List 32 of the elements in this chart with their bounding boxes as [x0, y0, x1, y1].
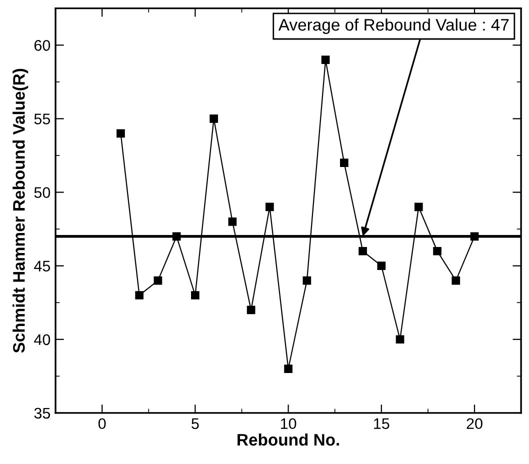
- point: [191, 291, 200, 300]
- point: [210, 114, 218, 123]
- point: [266, 202, 274, 212]
- y-tick-label: 50: [34, 187, 50, 198]
- point: [302, 276, 312, 285]
- y-axis-title: Schmidt Hammer Rebound Value(R): [12, 68, 28, 353]
- point: [358, 246, 367, 256]
- point: [340, 158, 348, 168]
- y-tick-label: 45: [34, 260, 50, 272]
- point: [228, 218, 237, 226]
- point: [154, 276, 162, 285]
- y-tick-label: 55: [34, 114, 50, 124]
- point: [414, 202, 423, 212]
- x-tick-label: 5: [192, 418, 199, 430]
- point: [396, 335, 404, 344]
- point: [246, 306, 256, 314]
- x-tick-label: 10: [280, 418, 296, 430]
- x-axis-title: Rebound No.: [238, 433, 340, 446]
- point: [377, 262, 386, 270]
- y-tick-label: 35: [34, 408, 50, 419]
- point: [433, 246, 442, 256]
- x-tick-label: 15: [374, 418, 390, 430]
- y-tick-label: 60: [34, 40, 50, 51]
- annotation: Average of Rebound Value : 47: [278, 18, 509, 34]
- point: [116, 129, 125, 138]
- point: [321, 56, 330, 64]
- point: [135, 291, 144, 300]
- x-tick-label: 20: [466, 418, 482, 430]
- y-tick-label: 40: [34, 334, 50, 346]
- point: [284, 364, 292, 373]
- point: [452, 276, 460, 285]
- x-tick-label: 0: [98, 418, 106, 430]
